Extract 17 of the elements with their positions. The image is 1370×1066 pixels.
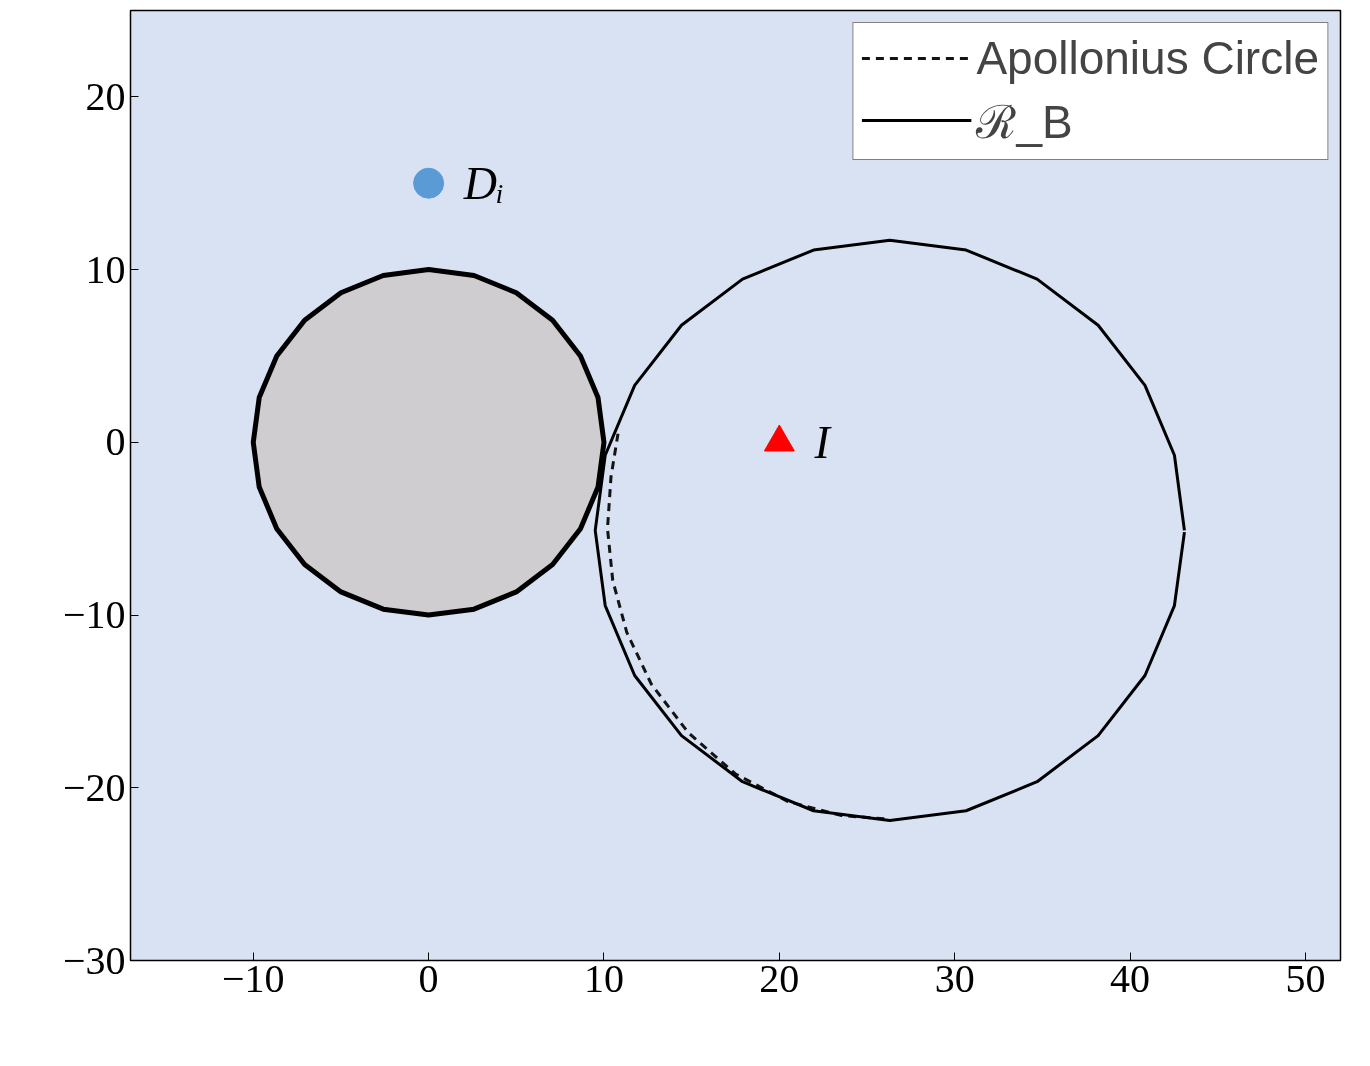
y-tick-label: 0 <box>105 419 126 465</box>
y-tick-label: 10 <box>85 246 126 292</box>
annotation: Dᵢ <box>462 157 505 209</box>
x-tick-label: 0 <box>418 955 439 1001</box>
y-tick-label: 20 <box>85 73 126 119</box>
legend-label: Apollonius Circle <box>976 31 1319 85</box>
y-tick-label: −20 <box>62 764 126 810</box>
x-tick-label: 20 <box>759 955 800 1001</box>
x-tick-label: −10 <box>221 955 285 1001</box>
legend-label: ℛ_B <box>976 95 1073 150</box>
x-tick-label: 40 <box>1110 955 1151 1001</box>
x-tick-label: 50 <box>1285 955 1326 1001</box>
x-tick-label: 30 <box>934 955 975 1001</box>
annotation: I <box>813 416 833 468</box>
y-tick-label: −10 <box>62 592 126 638</box>
x-tick-label: 10 <box>583 955 624 1001</box>
y-tick-label: −30 <box>62 937 126 983</box>
